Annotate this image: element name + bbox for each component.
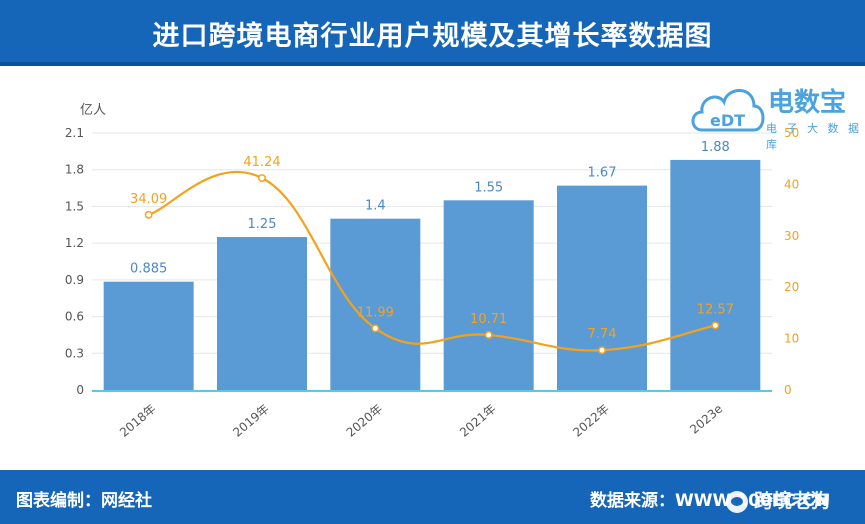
- bar-value-label: 0.885: [130, 262, 167, 277]
- bars: [103, 159, 761, 390]
- bar-value-label: 1.55: [474, 180, 503, 195]
- line-value-label: 11.99: [357, 305, 394, 320]
- line-point: [258, 174, 266, 182]
- chart-area: 0 0.3 0.6 0.9 1.2 1.5 1.8 2.1 0 10 20 30 40 50 0.885…: [0, 66, 865, 470]
- line-value-label: 34.09: [130, 192, 167, 207]
- x-tick-label: 2018年: [117, 402, 159, 440]
- bar-value-label: 1.88: [701, 140, 730, 155]
- y-tick-label: 1.8: [65, 163, 84, 177]
- y2-tick-label: 40: [784, 177, 799, 191]
- y-tick-label: 1.2: [65, 236, 84, 250]
- y2-tick-label: 50: [784, 126, 799, 140]
- footer-editor: 图表编制：网经社: [16, 491, 152, 511]
- x-tick-label: 2019年: [230, 402, 272, 440]
- x-tick-label: 2023e: [687, 402, 725, 437]
- y2-tick-label: 20: [784, 280, 799, 294]
- x-tick-label: 2020年: [344, 402, 386, 440]
- line-value-label: 10.71: [470, 312, 507, 327]
- title-banner: 进口跨境电商行业用户规模及其增长率数据图: [0, 0, 865, 66]
- line-value-label: 41.24: [243, 155, 280, 170]
- combo-chart: 0 0.3 0.6 0.9 1.2 1.5 1.8 2.1 0 10 20 30 40 50 0.885…: [65, 103, 799, 440]
- footer-source: 数据来源：WWW.100EC.CN: [590, 491, 830, 511]
- line-labels: 34.09 41.24 11.99 10.71 7.74 12.57: [130, 155, 734, 342]
- footer: 图表编制：网经社 数据来源：WWW.100EC.CN: [0, 470, 865, 524]
- bar: [557, 185, 647, 390]
- line-point: [484, 331, 493, 339]
- line-point: [371, 324, 380, 333]
- y-tick-label: 0: [76, 383, 84, 397]
- bar-labels: 0.885 1.25 1.4 1.55 1.67 1.88: [130, 140, 730, 277]
- bar: [217, 237, 307, 390]
- line-value-label: 12.57: [697, 302, 734, 317]
- bar: [330, 218, 421, 390]
- bar: [670, 159, 761, 390]
- wechat-icon: [726, 490, 748, 513]
- y2-tick-label: 10: [784, 332, 799, 346]
- x-tick-label: 2022年: [570, 402, 612, 440]
- line-value-label: 7.74: [588, 327, 617, 342]
- bar-value-label: 1.25: [248, 217, 277, 232]
- bar-value-label: 1.67: [588, 166, 617, 181]
- y-tick-label: 0.3: [65, 346, 84, 360]
- y-tick-label: 2.1: [65, 126, 84, 140]
- x-tick-label: 2021年: [457, 402, 499, 440]
- y-tick-label: 0.6: [65, 310, 84, 324]
- y2-tick-label: 0: [784, 383, 792, 397]
- y-axis-left: 0 0.3 0.6 0.9 1.2 1.5 1.8 2.1: [65, 126, 84, 397]
- title-banner-underline: [0, 62, 865, 66]
- logo-name: 电数宝: [768, 88, 847, 118]
- x-axis: 2018年 2019年 2020年 2021年 2022年 2023e: [92, 390, 772, 440]
- logo-mark: eDT: [710, 111, 745, 130]
- cloud-logo-icon: eDT: [691, 89, 765, 132]
- watermark: 跨境老狗: [726, 486, 830, 513]
- gridlines: [92, 132, 772, 354]
- line-point: [711, 321, 720, 330]
- y-tick-label: 1.5: [65, 199, 84, 213]
- line-point: [144, 210, 153, 219]
- y-axis-label: 亿人: [80, 103, 106, 118]
- line-points: [144, 174, 720, 355]
- line-point: [598, 346, 606, 355]
- logo: eDT 电数宝 电 子 大 数 据 库: [688, 72, 863, 151]
- bar: [103, 281, 194, 390]
- logo-subtitle: 电 子 大 数 据 库: [766, 122, 862, 151]
- watermark-text: 跨境老狗: [754, 490, 831, 512]
- chart-title: 进口跨境电商行业用户规模及其增长率数据图: [152, 20, 713, 52]
- y2-tick-label: 30: [784, 229, 799, 243]
- y-axis-right: 0 10 20 30 40 50: [784, 126, 799, 397]
- y-tick-label: 0.9: [65, 273, 84, 287]
- bar-value-label: 1.4: [365, 199, 386, 214]
- bar: [443, 200, 534, 390]
